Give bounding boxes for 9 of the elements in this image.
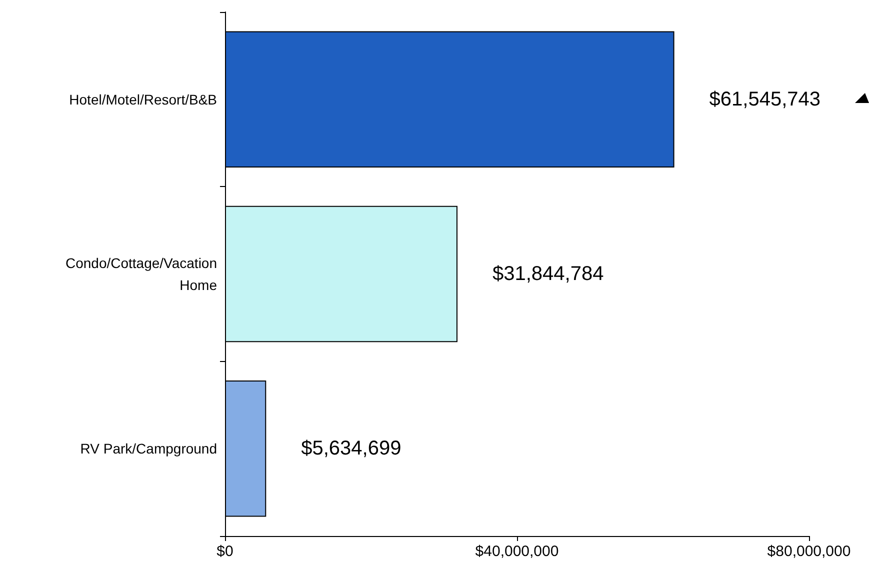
data-label: $5,634,699 (301, 438, 402, 460)
data-label: $31,844,784 (492, 263, 604, 285)
x-tick-label: $0 (216, 543, 234, 560)
x-tick-label: $40,000,000 (475, 543, 559, 560)
x-tick-label: $80,000,000 (767, 543, 851, 560)
data-label: $61,545,743 (709, 88, 821, 110)
y-tick-label: Condo/Cottage/Vacation Home (65, 255, 218, 293)
y-tick-label: Hotel/Motel/Resort/B&B (69, 91, 217, 108)
y-tick-label: RV Park/Campground (80, 440, 217, 457)
